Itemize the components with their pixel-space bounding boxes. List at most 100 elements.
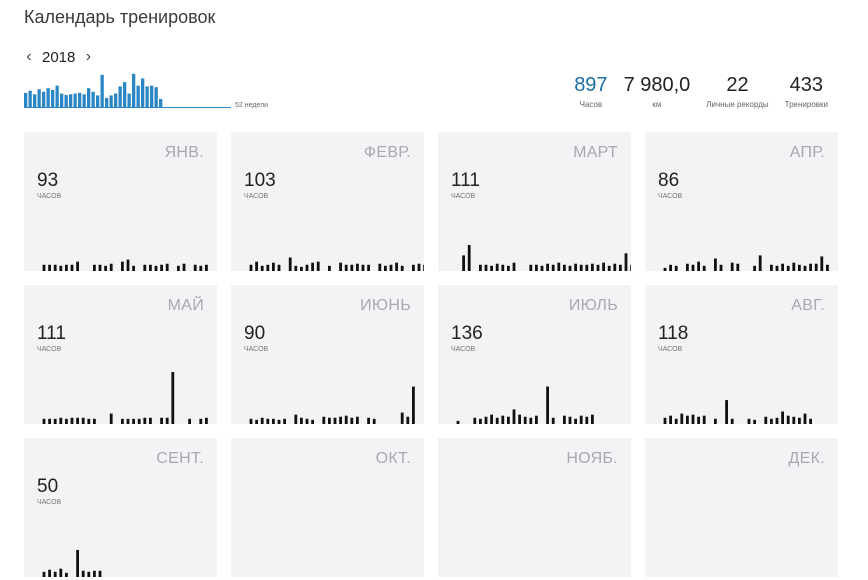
weekly-bar[interactable] [33, 94, 37, 108]
page-title: Календарь тренировок [24, 7, 216, 27]
weekly-bar[interactable] [37, 89, 41, 108]
weekly-bar[interactable] [73, 93, 77, 108]
stat-label: Личные рекорды [706, 100, 769, 109]
weekly-bar[interactable] [159, 99, 163, 108]
daily-bar [87, 418, 91, 424]
weekly-bar[interactable] [150, 85, 154, 108]
daily-bar [42, 571, 46, 577]
daily-bar [132, 418, 135, 424]
month-card[interactable]: МАРТ 111 ЧАСОВ [438, 132, 631, 271]
month-card[interactable]: ЯНВ. 93 ЧАСОВ [24, 132, 217, 271]
daily-bar [350, 417, 354, 424]
daily-bar [53, 571, 57, 577]
weekly-bar[interactable] [91, 91, 95, 108]
daily-bar [579, 264, 583, 271]
month-hours-unit: ЧАСОВ [451, 193, 476, 200]
month-hours-unit: ЧАСОВ [451, 346, 476, 353]
weekly-bar[interactable] [42, 91, 46, 108]
weekly-caption: 52 недели [235, 102, 269, 109]
daily-bar [76, 549, 79, 577]
month-hours: 136 [451, 323, 483, 344]
weekly-bar[interactable] [69, 94, 73, 108]
daily-bar [680, 413, 684, 424]
daily-bar [540, 265, 544, 271]
month-card[interactable]: ОКТ. [231, 438, 424, 577]
stat-item: 22 Личные рекорды [706, 74, 768, 109]
month-card[interactable]: ИЮНЬ 90 ЧАСОВ [231, 285, 424, 424]
weekly-bar[interactable] [123, 82, 127, 108]
daily-bar [736, 263, 740, 271]
weekly-bar[interactable] [96, 95, 100, 108]
weekly-bar[interactable] [60, 93, 64, 108]
weekly-bar[interactable] [87, 88, 91, 108]
chevron-right-icon[interactable]: › [85, 48, 92, 65]
daily-bar [277, 264, 281, 271]
month-card[interactable]: МАЙ 111 ЧАСОВ [24, 285, 217, 424]
daily-bar [792, 262, 796, 271]
weekly-bar[interactable] [105, 97, 109, 108]
weekly-bar[interactable] [136, 85, 140, 108]
daily-bar [501, 415, 505, 424]
weekly-bar[interactable] [82, 94, 86, 108]
daily-bar [255, 261, 258, 271]
weekly-bar[interactable] [55, 85, 59, 108]
weekly-bar[interactable] [118, 86, 122, 108]
daily-bar [786, 265, 790, 271]
daily-bar [495, 263, 499, 271]
daily-bar [574, 418, 577, 424]
month-card[interactable]: СЕНТ. 50 ЧАСОВ [24, 438, 217, 577]
month-card[interactable]: АВГ. 118 ЧАСОВ [645, 285, 838, 424]
daily-bar [42, 418, 46, 424]
month-card[interactable]: ДЕК. [645, 438, 838, 577]
weekly-bar[interactable] [24, 92, 28, 108]
weekly-bar[interactable] [114, 93, 118, 108]
weekly-bar[interactable] [100, 74, 104, 108]
month-hours: 111 [451, 170, 480, 191]
daily-bar [529, 417, 533, 424]
weekly-bar[interactable] [154, 87, 158, 108]
daily-bar [132, 265, 135, 271]
month-name: ФЕВР. [363, 144, 411, 161]
month-daily-chart [663, 400, 812, 424]
daily-bar [630, 264, 631, 271]
weekly-bar[interactable] [51, 90, 55, 108]
weekly-bar[interactable] [64, 95, 68, 108]
stat-value: 22 [726, 74, 749, 96]
month-card[interactable]: ФЕВР. 103 ЧАСОВ [231, 132, 424, 271]
daily-bar [702, 415, 706, 424]
weekly-bar[interactable] [46, 88, 50, 108]
month-card[interactable]: ИЮЛЬ 136 ЧАСОВ [438, 285, 631, 424]
weekly-bar[interactable] [109, 95, 113, 108]
weekly-bar[interactable] [127, 93, 131, 108]
chevron-left-icon[interactable]: ‹ [26, 48, 32, 65]
daily-bar [104, 265, 107, 271]
daily-bar [557, 262, 561, 271]
daily-bar [328, 265, 331, 271]
daily-bar [53, 418, 57, 424]
daily-bar [568, 265, 572, 271]
daily-bar [154, 265, 158, 271]
daily-bar [339, 416, 342, 424]
weekly-hours-chart[interactable] [24, 72, 234, 108]
weekly-bar[interactable] [132, 73, 136, 108]
daily-bar [507, 265, 510, 271]
month-daily-chart [249, 386, 415, 424]
daily-bar [400, 265, 404, 271]
weekly-bar[interactable] [145, 86, 149, 108]
daily-bar [93, 264, 96, 271]
daily-bar [356, 263, 359, 271]
year-label: 2018 [42, 48, 76, 66]
weekly-bar[interactable] [78, 92, 82, 108]
month-card[interactable]: НОЯБ. [438, 438, 631, 577]
daily-bar [809, 418, 812, 424]
daily-bar [255, 419, 258, 424]
weekly-bar[interactable] [28, 90, 32, 108]
month-card[interactable]: АПР. 86 ЧАСОВ [645, 132, 838, 271]
weekly-bar[interactable] [141, 78, 145, 108]
daily-bar [372, 418, 376, 424]
month-name: ДЕК. [788, 450, 825, 467]
daily-bar [753, 419, 756, 424]
daily-bar [826, 264, 829, 271]
daily-bar [199, 265, 203, 271]
daily-bar [249, 264, 253, 271]
